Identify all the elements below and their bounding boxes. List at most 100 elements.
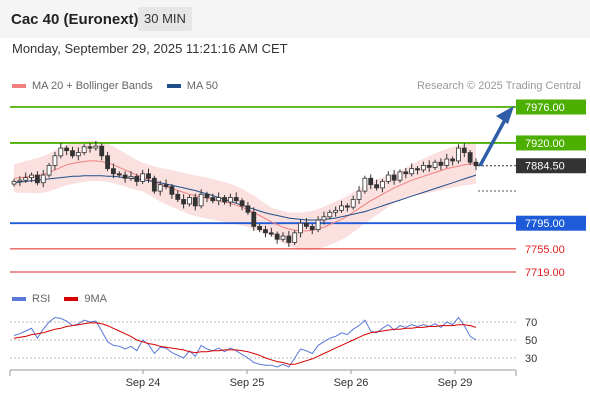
candle-body: [40, 174, 46, 184]
moving-average-layer: [13, 160, 477, 232]
candle-body: [268, 232, 274, 235]
candle-body: [175, 193, 181, 200]
candle-body: [286, 235, 292, 243]
level-label-7920.00: 7920.00: [525, 138, 565, 150]
candle-body: [70, 150, 75, 157]
rsi-panel: 70 50 30: [10, 316, 537, 368]
candle-body: [380, 181, 385, 189]
rsi-line: [13, 316, 477, 368]
candle-body: [227, 197, 233, 203]
rsi-ma-line: [13, 322, 477, 365]
candle-body: [87, 146, 93, 149]
level-tag-7976.00: [516, 99, 586, 115]
time-tick-label: Sep 29: [438, 377, 473, 389]
ma20-legend-swatch: [12, 84, 26, 88]
candle-body: [128, 175, 134, 179]
level-label-7719.00: 7719.00: [525, 267, 565, 279]
ma50-line: [13, 174, 477, 221]
candle-body: [11, 181, 17, 185]
candle-body: [374, 184, 379, 189]
rsi-tick-label-50: 50: [525, 335, 537, 347]
bollinger-band: [14, 140, 476, 250]
candle-body: [263, 229, 268, 234]
candle-body: [216, 197, 222, 202]
candle-body: [315, 219, 321, 231]
candle-body: [356, 190, 362, 200]
candle-body: [163, 184, 169, 188]
candle-body: [292, 232, 298, 243]
candle-body: [420, 165, 426, 171]
timeframe-button[interactable]: 30 MIN: [138, 7, 192, 31]
candle-body: [450, 158, 456, 162]
candle-body: [181, 199, 186, 205]
candle-body: [111, 168, 116, 175]
candle-body: [368, 177, 374, 186]
rsi-legend: RSI 9MA: [12, 293, 107, 305]
candle-body: [210, 197, 216, 202]
rsi-tick-label-30: 30: [525, 353, 537, 365]
candle-body: [99, 145, 105, 157]
ma50-legend-swatch: [166, 84, 181, 88]
candle-body: [274, 233, 280, 240]
time-tick-label: Sep 25: [230, 377, 265, 389]
candle-body: [251, 211, 257, 227]
candle-body: [432, 161, 438, 168]
candle-body: [122, 174, 128, 179]
candle-body: [350, 199, 356, 208]
bollinger-band-layer: [14, 140, 476, 250]
candle-body: [198, 193, 204, 207]
candle-body: [438, 161, 444, 166]
datetime-label: Monday, September 29, 2025 11:21:16 AM C…: [12, 41, 288, 56]
candle-body: [46, 165, 52, 176]
ma50-legend-label: MA 50: [186, 80, 218, 92]
level-tag-7920.00: [516, 135, 586, 151]
candle-body: [456, 147, 461, 162]
ma20-legend-label: MA 20 + Bollinger Bands: [32, 80, 153, 92]
candle-body: [298, 222, 303, 234]
rsi-ma-legend-label: 9MA: [84, 293, 107, 305]
projection-arrow-head: [496, 106, 514, 124]
rsi-ma-legend-swatch: [64, 297, 79, 301]
candle-body: [403, 171, 409, 175]
candle-body: [52, 155, 58, 166]
candle-body: [134, 175, 140, 182]
candle-body: [75, 152, 81, 157]
candle-body: [280, 235, 286, 240]
header-bar: Cac 40 (Euronext) 30 MIN: [0, 0, 590, 38]
candle-body: [34, 174, 40, 184]
level-lines-layer: [10, 106, 516, 273]
rsi-tick-label-70: 70: [525, 317, 537, 329]
candle-body: [245, 205, 251, 213]
candle-body: [461, 147, 467, 153]
instrument-title: Cac 40 (Euronext): [11, 11, 139, 28]
candle-body: [81, 146, 87, 153]
time-tick-label: Sep 24: [126, 377, 161, 389]
candle-body: [409, 168, 415, 175]
price-legend: MA 20 + Bollinger Bands MA 50: [12, 80, 218, 92]
candle-body: [344, 205, 350, 208]
candle-body: [304, 222, 309, 227]
candle-body: [333, 209, 339, 213]
candle-body: [169, 186, 175, 195]
level-label-7976.00: 7976.00: [525, 102, 565, 114]
candle-body: [321, 216, 327, 221]
candle-body: [239, 200, 245, 207]
research-credit: Research © 2025 Trading Central: [416, 80, 581, 92]
candle-body: [426, 165, 432, 168]
candle-body: [362, 177, 368, 192]
candle-body: [93, 145, 99, 149]
candle-body: [222, 197, 227, 203]
candle-body: [151, 177, 157, 192]
time-tick-label: Sep 26: [334, 377, 369, 389]
candle-body: [327, 211, 333, 218]
candle-body: [391, 174, 397, 181]
candles-layer: [11, 106, 514, 247]
candle-body: [467, 152, 473, 163]
candle-body: [146, 173, 151, 179]
candle-body: [23, 177, 29, 181]
candle-body: [397, 171, 403, 181]
candle-body: [187, 197, 192, 205]
candle-body: [415, 168, 420, 171]
candle-body: [192, 197, 198, 207]
